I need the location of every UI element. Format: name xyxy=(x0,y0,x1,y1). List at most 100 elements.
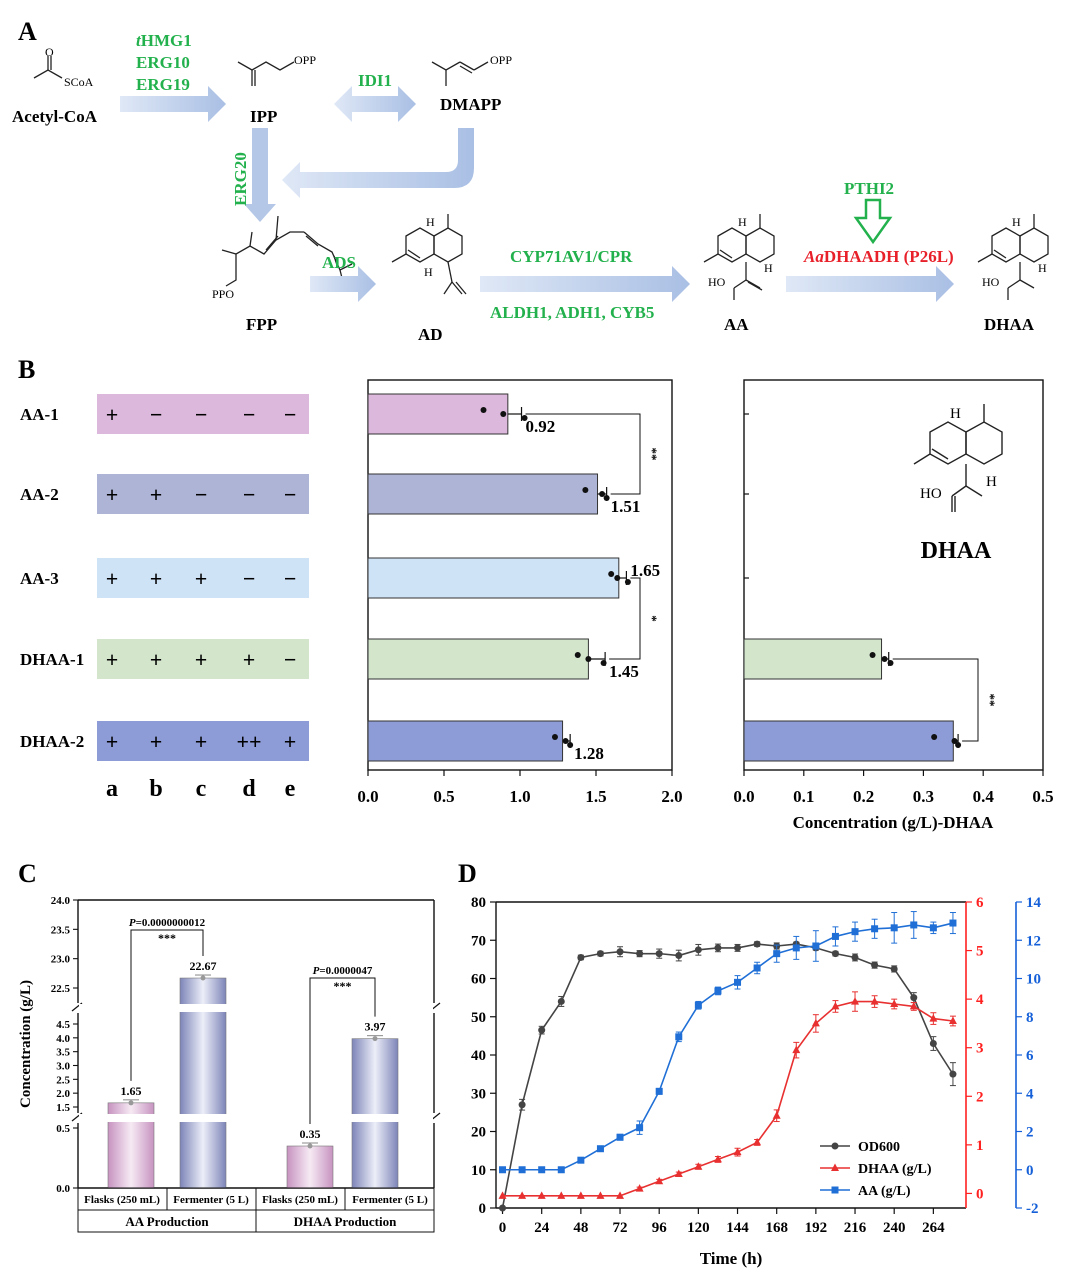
bar xyxy=(367,557,620,599)
y-tick-label: 10 xyxy=(471,1163,486,1179)
data-point xyxy=(929,1014,938,1022)
data-point xyxy=(773,950,781,958)
grid-sign: − xyxy=(195,402,208,427)
grid-sign: − xyxy=(284,647,297,672)
group-label: DHAA Production xyxy=(294,1214,397,1229)
data-point xyxy=(538,1166,546,1174)
data-point xyxy=(870,997,879,1005)
x-tick-label: 0.2 xyxy=(853,787,874,806)
y-tick-label: 40 xyxy=(471,1048,486,1064)
arrow-ipp-dmapp xyxy=(334,86,416,122)
bar xyxy=(179,977,227,1189)
data-point xyxy=(614,575,621,581)
grid-sign: − xyxy=(284,402,297,427)
dhaa-label: DHAA xyxy=(984,315,1035,334)
chart-b-left: 0.0 0.5 1.0 1.5 2.00.921.511.651.451.28*** xyxy=(357,379,683,806)
grid-sign: + xyxy=(150,729,163,754)
data-point xyxy=(616,1133,624,1141)
value-label: 1.65 xyxy=(630,561,660,580)
dmapp-structure xyxy=(431,61,489,86)
ad-label: AD xyxy=(418,325,443,344)
data-point xyxy=(869,652,876,658)
data-point xyxy=(734,944,742,952)
x-tick-label: 72 xyxy=(613,1220,628,1236)
data-point xyxy=(674,1169,683,1177)
acetyl-coa-label: Acetyl-CoA xyxy=(12,107,98,126)
aa-label: AA xyxy=(724,315,749,334)
x-tick-label: 0.4 xyxy=(973,787,995,806)
fpp-ppo: PPO xyxy=(212,287,234,301)
bar xyxy=(743,720,954,762)
legend-marker xyxy=(831,1186,839,1194)
x-tick-label: 264 xyxy=(922,1220,945,1236)
panel-b: B AA-1 + − − − −AA-2 + + − − −AA-3 + + + − −DHAA-1 + + + + −… xyxy=(18,355,1054,832)
significance-stars: *** xyxy=(158,931,176,945)
y-tick-label: 4.5 xyxy=(56,1019,70,1031)
x-tick-label: 144 xyxy=(726,1220,749,1236)
x-tick-label: 48 xyxy=(573,1220,588,1236)
y-tick-label-red: 2 xyxy=(976,1089,984,1105)
data-point xyxy=(851,928,859,936)
grid-sign: + xyxy=(106,482,119,507)
x-tick-label: 240 xyxy=(883,1220,906,1236)
dhaa-structure xyxy=(977,214,1049,300)
data-point xyxy=(521,415,528,421)
data-point xyxy=(557,997,565,1005)
grid-sign: ++ xyxy=(236,729,261,754)
y-tick-label-blue: 14 xyxy=(1026,895,1042,911)
data-point xyxy=(599,491,606,497)
data-point xyxy=(582,487,589,493)
x-axis-label: Time (h) xyxy=(700,1249,763,1268)
data-point xyxy=(753,964,761,972)
p-value-label: P=0.0000000012 xyxy=(129,917,206,929)
y-tick-label: 0 xyxy=(479,1201,487,1217)
grid-sign: + xyxy=(106,647,119,672)
y-tick-label: 2.5 xyxy=(56,1074,70,1086)
grid-sign: + xyxy=(150,647,163,672)
bar xyxy=(367,720,564,762)
data-point xyxy=(887,660,894,666)
y-tick-label-red: 0 xyxy=(976,1186,984,1202)
data-point xyxy=(753,940,761,948)
ad-h1: H xyxy=(426,215,435,229)
data-point xyxy=(714,987,722,995)
ads-label: ADS xyxy=(322,253,356,272)
erg10-label: ERG10 xyxy=(136,53,190,72)
data-point xyxy=(616,948,624,956)
data-point xyxy=(585,656,592,662)
fpp-label: FPP xyxy=(246,315,277,334)
bar xyxy=(367,638,589,680)
data-point xyxy=(831,932,839,940)
x-tick-label: 0.5 xyxy=(1032,787,1053,806)
y-tick-label: 20 xyxy=(471,1125,486,1141)
bar xyxy=(367,473,599,515)
y-tick-label: 3.0 xyxy=(56,1061,70,1073)
chart-c: 22.5 23.0 23.5 24.0 1.5 2.0 2.53.0 3.5 4.0 4.5 0.0… xyxy=(18,895,444,1233)
data-point xyxy=(616,1191,625,1199)
grid-sign: + xyxy=(195,647,208,672)
data-point xyxy=(694,1001,702,1009)
significance-label: * xyxy=(645,615,660,622)
arrow-dmapp-curve xyxy=(282,128,474,198)
y-tick-label-blue: 4 xyxy=(1026,1086,1034,1102)
data-point xyxy=(929,1040,937,1048)
y-tick-label: 30 xyxy=(471,1086,486,1102)
data-point xyxy=(499,1204,507,1212)
bar-break-gap xyxy=(79,1114,433,1122)
y-tick-label-red: 5 xyxy=(976,944,984,960)
o-atom: O xyxy=(45,45,54,59)
bar-break-gap xyxy=(79,1004,433,1012)
value-label: 22.67 xyxy=(190,959,217,973)
y-tick-label-blue: 8 xyxy=(1026,1010,1034,1026)
grid-sign: − xyxy=(150,402,163,427)
y-tick-label-blue: 2 xyxy=(1026,1125,1034,1141)
bar xyxy=(367,393,509,435)
grid-sign: + xyxy=(195,566,208,591)
grid-sign: − xyxy=(195,482,208,507)
x-tick-label: 0.0 xyxy=(733,787,754,806)
arrow-ipp-to-fpp xyxy=(244,128,276,222)
data-point xyxy=(772,1111,781,1119)
grid-sign: + xyxy=(195,729,208,754)
data-point xyxy=(655,1087,663,1095)
